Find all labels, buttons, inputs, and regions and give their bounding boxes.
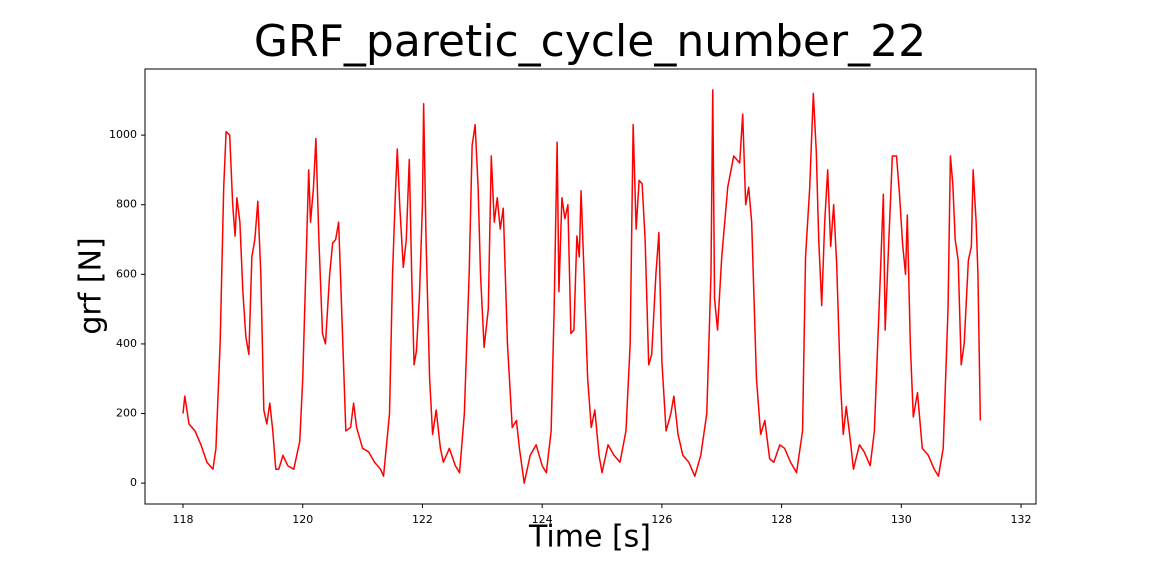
x-tick-label: 126 (651, 513, 672, 526)
y-tick-label: 600 (116, 267, 137, 280)
y-axis-label: grf [N] (74, 237, 109, 334)
plot-frame (144, 68, 1037, 505)
x-tick-label: 120 (292, 513, 313, 526)
y-tick-label: 1000 (109, 128, 137, 141)
x-tick-label: 118 (173, 513, 194, 526)
data-line (182, 89, 982, 484)
x-tick-label: 124 (532, 513, 553, 526)
y-tick-label: 400 (116, 337, 137, 350)
y-tick-label: 200 (116, 407, 137, 420)
x-axis-label: Time [s] (528, 520, 651, 555)
y-tick-label: 800 (116, 198, 137, 211)
chart-title: GRF_paretic_cycle_number_22 (254, 16, 926, 67)
y-tick-label: 0 (130, 476, 137, 489)
x-tick-label: 132 (1011, 513, 1032, 526)
x-tick-label: 130 (891, 513, 912, 526)
x-tick-label: 128 (771, 513, 792, 526)
x-tick-label: 122 (412, 513, 433, 526)
